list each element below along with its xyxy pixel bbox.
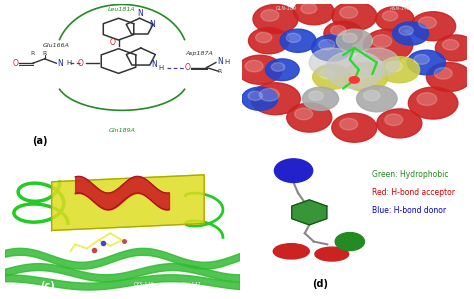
Ellipse shape bbox=[315, 247, 349, 261]
Text: R: R bbox=[31, 51, 35, 56]
Circle shape bbox=[324, 21, 362, 46]
Circle shape bbox=[379, 57, 419, 83]
Circle shape bbox=[286, 33, 301, 42]
Circle shape bbox=[287, 103, 332, 132]
Circle shape bbox=[356, 86, 397, 112]
Text: O: O bbox=[110, 38, 116, 48]
Text: (b): (b) bbox=[435, 136, 451, 146]
Polygon shape bbox=[292, 200, 327, 225]
Circle shape bbox=[309, 48, 354, 77]
Text: O: O bbox=[78, 59, 84, 68]
Circle shape bbox=[385, 114, 403, 126]
Text: Asp187A: Asp187A bbox=[186, 51, 213, 56]
Text: N: N bbox=[57, 59, 63, 68]
Circle shape bbox=[442, 39, 459, 50]
Text: R: R bbox=[217, 69, 221, 74]
Circle shape bbox=[309, 91, 323, 100]
Circle shape bbox=[242, 87, 278, 110]
Circle shape bbox=[280, 29, 316, 52]
Circle shape bbox=[392, 22, 428, 45]
Text: Leu181A: Leu181A bbox=[108, 7, 136, 12]
Circle shape bbox=[237, 55, 282, 84]
Circle shape bbox=[364, 90, 380, 101]
Text: Red: H-bond acceptor: Red: H-bond acceptor bbox=[373, 188, 456, 197]
Circle shape bbox=[419, 17, 437, 28]
Circle shape bbox=[259, 89, 279, 101]
Text: N: N bbox=[137, 9, 143, 18]
Circle shape bbox=[417, 93, 437, 106]
Circle shape bbox=[383, 11, 398, 21]
Circle shape bbox=[407, 50, 446, 75]
Circle shape bbox=[301, 3, 317, 14]
Text: R: R bbox=[43, 51, 47, 56]
Circle shape bbox=[343, 62, 388, 91]
Circle shape bbox=[349, 77, 359, 83]
Text: GLN-189: GLN-189 bbox=[275, 6, 297, 11]
Circle shape bbox=[261, 10, 279, 21]
Circle shape bbox=[293, 0, 334, 25]
Text: H: H bbox=[66, 60, 72, 66]
Text: CYS-145: CYS-145 bbox=[134, 282, 155, 287]
Text: N: N bbox=[150, 20, 155, 29]
Ellipse shape bbox=[273, 244, 309, 259]
Circle shape bbox=[302, 87, 338, 110]
Text: H: H bbox=[225, 59, 230, 65]
Text: N: N bbox=[151, 60, 156, 69]
Text: H: H bbox=[158, 65, 164, 71]
Circle shape bbox=[399, 26, 413, 35]
Circle shape bbox=[434, 68, 452, 79]
Circle shape bbox=[363, 29, 413, 61]
Text: Blue: H-bond donor: Blue: H-bond donor bbox=[373, 207, 447, 216]
Circle shape bbox=[311, 35, 352, 61]
Text: N: N bbox=[217, 57, 223, 66]
Text: LEU-141: LEU-141 bbox=[181, 282, 201, 287]
Circle shape bbox=[427, 62, 471, 91]
Circle shape bbox=[377, 109, 422, 138]
Circle shape bbox=[335, 233, 365, 251]
Circle shape bbox=[319, 39, 335, 50]
Circle shape bbox=[343, 33, 357, 42]
Circle shape bbox=[386, 61, 402, 72]
Circle shape bbox=[245, 60, 263, 72]
Text: O: O bbox=[184, 63, 190, 72]
Circle shape bbox=[435, 35, 474, 61]
Circle shape bbox=[340, 7, 358, 18]
Circle shape bbox=[255, 32, 272, 43]
Polygon shape bbox=[52, 175, 204, 231]
Text: (d): (d) bbox=[312, 280, 328, 289]
Text: Glu166A: Glu166A bbox=[43, 42, 70, 48]
Circle shape bbox=[410, 12, 456, 41]
Circle shape bbox=[253, 4, 298, 33]
Circle shape bbox=[319, 69, 335, 79]
Circle shape bbox=[332, 1, 377, 30]
Text: Green: Hydrophobic: Green: Hydrophobic bbox=[373, 170, 449, 179]
Circle shape bbox=[414, 54, 429, 64]
Circle shape bbox=[265, 59, 299, 81]
Circle shape bbox=[372, 35, 392, 48]
Circle shape bbox=[331, 25, 346, 35]
Text: Gln189A: Gln189A bbox=[109, 128, 136, 133]
Circle shape bbox=[313, 65, 351, 89]
Circle shape bbox=[251, 83, 301, 115]
Circle shape bbox=[248, 91, 263, 100]
Circle shape bbox=[332, 113, 377, 142]
Circle shape bbox=[248, 28, 289, 54]
Text: ASN-142: ASN-142 bbox=[389, 6, 410, 11]
Text: (a): (a) bbox=[32, 136, 48, 146]
Circle shape bbox=[274, 159, 313, 182]
Circle shape bbox=[376, 7, 414, 31]
Circle shape bbox=[355, 48, 399, 77]
Text: O: O bbox=[12, 59, 18, 68]
Text: (c): (c) bbox=[40, 281, 55, 291]
Circle shape bbox=[351, 68, 369, 79]
Circle shape bbox=[271, 63, 285, 71]
Circle shape bbox=[340, 118, 358, 130]
Circle shape bbox=[295, 108, 313, 120]
Circle shape bbox=[325, 51, 383, 89]
Circle shape bbox=[408, 87, 458, 119]
Circle shape bbox=[336, 29, 373, 52]
